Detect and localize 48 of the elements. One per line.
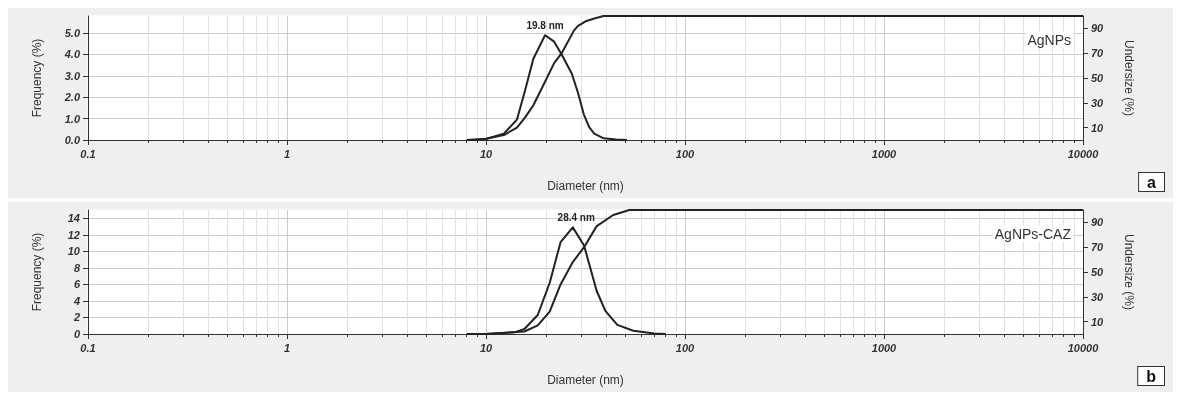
- y-tick-label: 5.0: [64, 27, 81, 40]
- y-axis-title: Frequency (%): [30, 232, 44, 312]
- y-tick-label: 12: [67, 228, 80, 241]
- x-tick-label: 1: [283, 341, 291, 354]
- y-tick-label: 10: [67, 245, 81, 258]
- y-tick-label: 0.0: [64, 134, 81, 146]
- y-tick-label: 2: [72, 311, 80, 324]
- y2-tick-label: 50: [1091, 72, 1105, 84]
- y2-tick-label: 90: [1091, 22, 1105, 35]
- y2-axis-title: Undersize (%): [1122, 233, 1136, 311]
- x-tick-label: 0.1: [80, 341, 96, 354]
- y-tick-label: 2.0: [63, 91, 81, 104]
- x-tick-label: 1000: [871, 147, 898, 160]
- annotation: AgNPs-CAZ: [994, 226, 1072, 242]
- x-axis-title: Diameter (nm): [547, 373, 624, 387]
- y-axis-title: Frequency (%): [30, 38, 44, 118]
- y-tick-label: 8: [73, 261, 81, 274]
- x-tick-label: 10000: [1067, 147, 1100, 160]
- annotation: AgNPs: [1027, 32, 1072, 48]
- y2-tick-label: 50: [1091, 266, 1105, 278]
- annotation: 28.4 nm: [557, 211, 595, 223]
- x-tick-label: 10: [479, 341, 493, 354]
- x-tick-label: 10: [479, 147, 493, 160]
- annotation: 19.8 nm: [526, 19, 564, 31]
- y-tick-label: 0: [73, 328, 81, 340]
- y-tick-label: 4.0: [63, 48, 81, 61]
- x-tick-label: 100: [675, 341, 696, 354]
- x-tick-label: 1000: [871, 341, 898, 354]
- x-tick-label: 0.1: [80, 147, 96, 160]
- y2-axis-title: Undersize (%): [1122, 39, 1136, 117]
- x-axis-title: Diameter (nm): [547, 179, 624, 193]
- text: a: [1147, 173, 1157, 191]
- y-tick-label: 3.0: [64, 69, 81, 82]
- y2-tick-label: 10: [1091, 315, 1105, 328]
- y-tick-label: 6: [73, 278, 81, 291]
- y2-tick-label: 10: [1091, 121, 1105, 134]
- y-tick-label: 4: [72, 294, 80, 307]
- x-tick-label: 100: [675, 147, 696, 160]
- y2-tick-label: 30: [1091, 96, 1105, 109]
- y2-tick-label: 90: [1091, 216, 1105, 229]
- y-tick-label: 14: [67, 212, 80, 225]
- y-tick-label: 1.0: [64, 112, 81, 125]
- y2-tick-label: 70: [1091, 241, 1105, 254]
- x-tick-label: 1: [283, 147, 291, 160]
- y2-tick-label: 30: [1091, 290, 1105, 303]
- y2-tick-label: 70: [1091, 47, 1105, 60]
- x-tick-label: 10000: [1067, 341, 1100, 354]
- text: b: [1146, 367, 1157, 385]
